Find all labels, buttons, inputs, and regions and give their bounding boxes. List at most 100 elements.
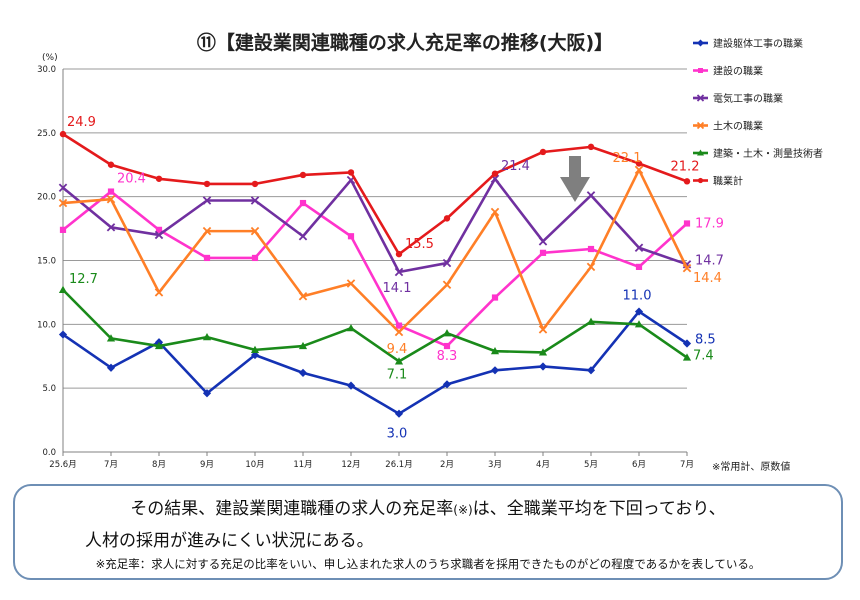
data-label: 21.4	[501, 159, 530, 174]
x-tick-label: 2月	[440, 460, 454, 470]
series-line	[62, 288, 688, 363]
x-tick-label: 25.6月	[49, 460, 76, 470]
x-tick-label: 11月	[293, 460, 312, 470]
point-marker	[58, 285, 68, 293]
data-label: 22.1	[613, 151, 642, 166]
data-label: 8.3	[437, 349, 458, 364]
series-6	[59, 130, 691, 258]
point-marker	[298, 368, 308, 377]
legend-item: 電気工事の職業	[693, 92, 783, 105]
point-marker	[635, 160, 643, 167]
y-tick-label: 30.0	[37, 65, 56, 75]
point-marker	[442, 258, 452, 268]
legend-item: 建設躯体工事の職業	[693, 37, 803, 50]
summary-line-1a: その結果、建設業関連職種の求人の充足率	[130, 499, 454, 519]
point-marker	[697, 177, 704, 184]
point-marker	[634, 165, 644, 175]
point-marker	[299, 171, 307, 179]
point-marker	[442, 329, 452, 337]
point-marker	[586, 191, 596, 200]
x-tick-label: 6月	[632, 460, 646, 470]
point-marker	[202, 389, 212, 398]
summary-footnote: ※充足率：求人に対する充足の比率をいい、申し込まれた求人のうち求職者を採用できた…	[95, 557, 761, 571]
arrow-shape	[560, 156, 590, 202]
data-label: 9.4	[387, 342, 408, 357]
point-marker	[251, 254, 259, 262]
series-line	[62, 133, 688, 256]
point-marker	[395, 322, 403, 329]
point-marker	[394, 327, 404, 337]
series-line	[62, 168, 689, 334]
x-tick-label: 9月	[200, 460, 214, 470]
point-marker	[491, 294, 499, 301]
point-marker	[443, 342, 451, 350]
x-tick-label: 26.1月	[385, 460, 412, 470]
legend-label: 建設躯体工事の職業	[713, 37, 803, 50]
point-marker	[538, 325, 548, 334]
point-marker	[202, 226, 212, 236]
point-marker	[298, 232, 308, 241]
point-marker	[394, 409, 404, 418]
point-marker	[299, 199, 307, 207]
point-marker	[538, 348, 548, 356]
point-marker	[347, 169, 355, 176]
series-5	[58, 285, 692, 365]
chart-title: ⑪【建設業関連職種の求人充足率の推移(大阪)】	[197, 31, 613, 54]
summary-line-1: その結果、建設業関連職種の求人の充足率(※)は、全職業平均を下回っており、	[15, 494, 841, 519]
point-marker	[250, 196, 260, 205]
point-marker	[154, 288, 164, 297]
point-marker	[538, 237, 548, 246]
point-marker	[58, 183, 68, 192]
x-tick-label: 12月	[341, 460, 360, 470]
data-label: 11.0	[623, 289, 652, 304]
point-marker	[443, 215, 451, 222]
point-marker	[442, 280, 452, 289]
x-axis: 25.6月 7月 8月 9月 10月 11月 12月 26.1月 2月 3月 4月 5月 6月 7月	[49, 451, 694, 470]
legend-label: 建築・土木・測量技術者	[713, 147, 823, 160]
point-marker	[490, 347, 500, 355]
point-marker	[107, 161, 115, 168]
point-marker	[491, 170, 499, 177]
summary-line-2: 人材の採用が進みにくい状況にある。	[85, 531, 374, 551]
point-marker	[586, 317, 596, 325]
y-tick-label: 25.0	[37, 129, 56, 139]
data-label: 21.2	[671, 159, 700, 174]
y-tick-label: 15.0	[37, 257, 56, 267]
point-marker	[59, 130, 67, 138]
point-marker	[442, 380, 452, 389]
legend-item: 建築・土木・測量技術者	[693, 147, 823, 160]
point-marker	[698, 68, 703, 73]
point-marker	[155, 226, 163, 233]
point-marker	[250, 345, 260, 353]
data-label: 14.1	[383, 281, 412, 296]
data-label: 7.4	[693, 349, 714, 364]
point-marker	[106, 334, 116, 342]
point-marker	[634, 320, 644, 328]
highlight-arrow	[560, 156, 590, 202]
series-2	[59, 188, 691, 350]
line-chart: ⑪【建設業関連職種の求人充足率の推移(大阪)】 0.0 5.0 10.0 15.0 20…	[37, 31, 823, 473]
x-tick-label: 7月	[104, 460, 118, 470]
series-4	[58, 165, 692, 337]
point-marker	[634, 307, 644, 316]
point-marker	[587, 143, 595, 151]
point-marker	[683, 220, 691, 227]
legend-label: 建設の職業	[713, 65, 763, 78]
point-marker	[203, 180, 211, 188]
x-tick-label: 10月	[245, 460, 264, 470]
series-lines	[58, 130, 692, 418]
point-marker	[394, 267, 404, 277]
series-line	[62, 190, 688, 348]
point-marker	[346, 279, 356, 288]
point-marker	[586, 366, 596, 375]
data-label: 14.7	[695, 253, 724, 268]
legend-label: 電気工事の職業	[713, 92, 783, 105]
point-marker	[58, 198, 68, 208]
summary-box: その結果、建設業関連職種の求人の充足率(※)は、全職業平均を下回っており、 人材…	[13, 484, 843, 580]
y-axis: 0.0 5.0 10.0 15.0 20.0 25.0 30.0	[37, 65, 64, 458]
point-marker	[346, 381, 356, 390]
gridlines	[63, 68, 687, 389]
x-tick-label: 4月	[536, 460, 550, 470]
data-label: 8.5	[695, 332, 716, 347]
